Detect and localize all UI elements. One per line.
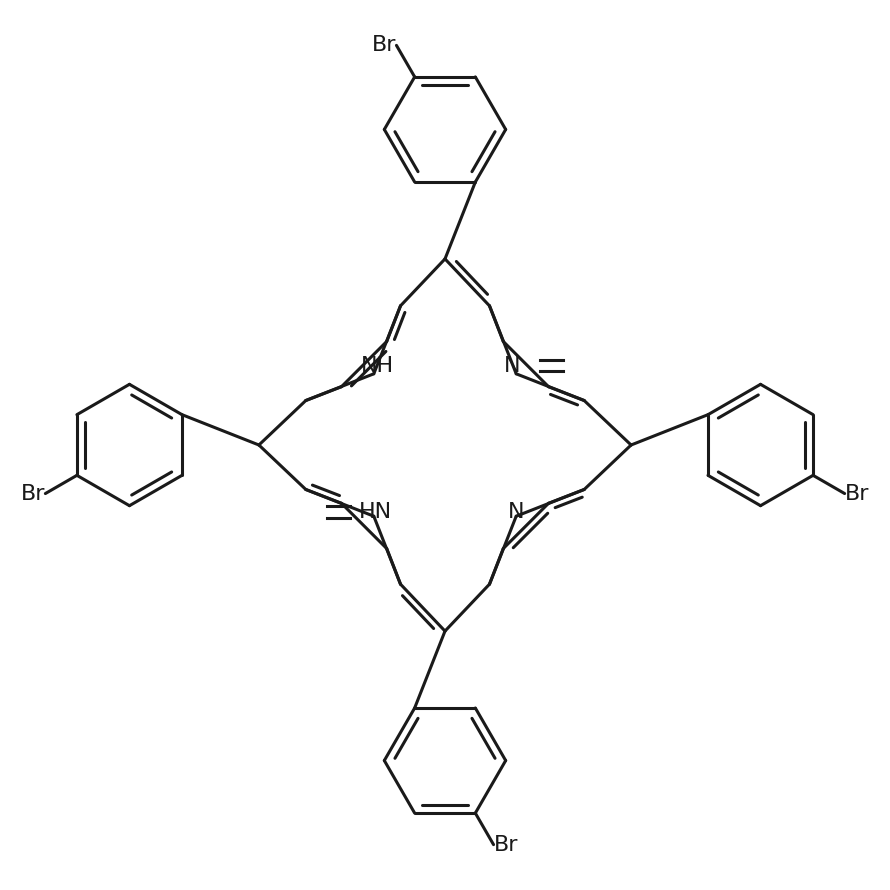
- Text: Br: Br: [20, 483, 45, 504]
- Text: N: N: [508, 502, 524, 522]
- Text: Br: Br: [845, 483, 870, 504]
- Text: HN: HN: [359, 502, 392, 522]
- Text: Br: Br: [494, 835, 518, 854]
- Text: Br: Br: [372, 36, 396, 55]
- Text: N: N: [504, 356, 521, 376]
- Text: NH: NH: [361, 356, 394, 376]
